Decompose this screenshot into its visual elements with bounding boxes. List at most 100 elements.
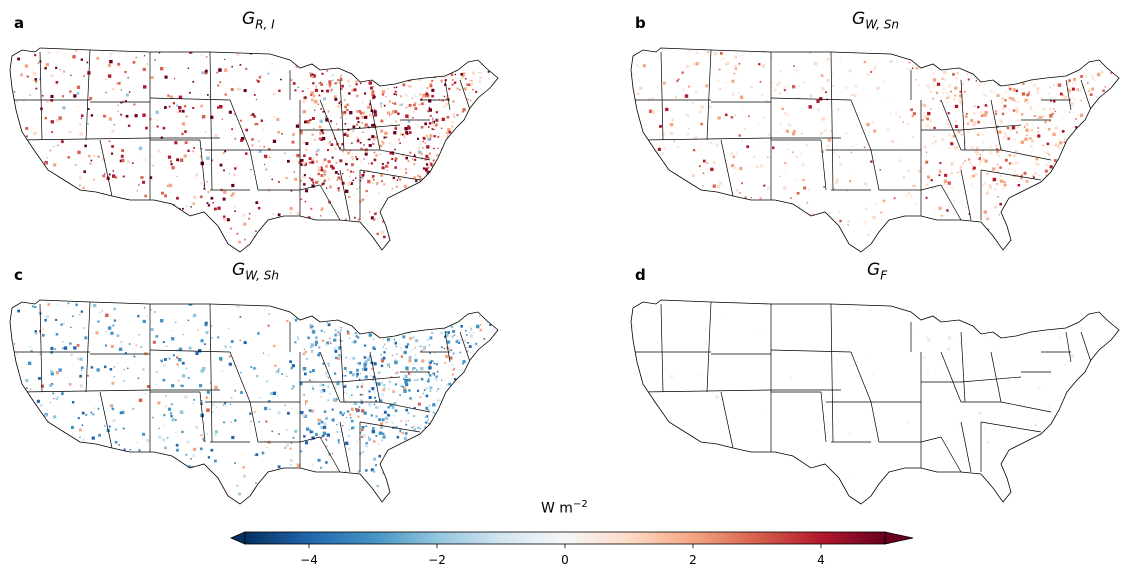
grid-cell <box>399 430 402 433</box>
grid-cell <box>1004 158 1008 162</box>
grid-cell <box>78 190 81 193</box>
grid-cell <box>317 422 321 425</box>
grid-cell <box>239 316 242 318</box>
grid-cell <box>302 100 306 104</box>
grid-cell <box>481 446 483 448</box>
grid-cell <box>947 240 949 242</box>
grid-cell <box>444 225 447 227</box>
grid-cell <box>146 63 148 65</box>
grid-cell <box>399 322 402 325</box>
grid-cell <box>340 63 344 67</box>
grid-cell <box>1034 115 1037 117</box>
grid-cell <box>741 140 743 142</box>
grid-cell <box>270 63 273 65</box>
grid-cell <box>389 331 392 334</box>
grid-cell <box>22 352 24 354</box>
grid-cell <box>250 169 252 171</box>
grid-cell <box>757 123 760 125</box>
grid-cell <box>255 482 257 484</box>
grid-cell <box>968 161 972 165</box>
grid-cell <box>491 414 494 418</box>
grid-cell <box>455 340 458 343</box>
grid-cell <box>693 63 695 65</box>
grid-cell <box>1003 180 1006 183</box>
grid-cell <box>111 381 115 385</box>
grid-cell <box>329 90 332 93</box>
grid-cell <box>427 167 429 169</box>
grid-cell <box>105 313 109 317</box>
grid-cell <box>494 100 497 102</box>
grid-cell <box>1093 117 1097 121</box>
grid-cell <box>835 181 838 184</box>
grid-cell <box>475 90 478 93</box>
grid-cell <box>451 203 454 207</box>
grid-cell <box>700 105 704 109</box>
grid-cell <box>807 188 811 192</box>
grid-cell <box>1089 55 1092 58</box>
grid-cell <box>926 117 929 121</box>
grid-cell <box>477 428 480 431</box>
grid-cell <box>1066 143 1070 147</box>
grid-cell <box>224 150 227 153</box>
grid-cell <box>98 193 101 196</box>
grid-cell <box>960 78 963 81</box>
grid-cell <box>311 385 314 388</box>
grid-cell <box>160 319 164 323</box>
grid-cell <box>494 214 498 219</box>
grid-cell <box>317 180 319 183</box>
grid-cell <box>1014 170 1016 172</box>
grid-cell <box>946 95 951 99</box>
grid-cell <box>123 380 125 382</box>
grid-cell <box>1006 51 1011 55</box>
grid-cell <box>447 63 449 66</box>
grid-cell <box>69 90 72 93</box>
grid-cell <box>385 96 387 98</box>
grid-cell <box>975 80 977 82</box>
grid-cell <box>360 409 365 413</box>
grid-cell <box>386 338 390 342</box>
grid-cell <box>413 415 416 418</box>
grid-cell <box>350 170 352 173</box>
grid-cell <box>110 404 113 408</box>
grid-cell <box>450 73 454 76</box>
grid-cell <box>447 400 450 404</box>
grid-cell <box>331 166 335 170</box>
grid-cell <box>695 62 699 66</box>
grid-cell <box>90 114 94 117</box>
grid-cell <box>362 312 365 315</box>
grid-cell <box>890 60 893 63</box>
grid-cell <box>424 167 428 171</box>
grid-cell <box>473 436 477 439</box>
grid-cell <box>1087 142 1090 145</box>
grid-cell <box>389 366 391 368</box>
grid-cell <box>72 55 76 59</box>
grid-cell <box>1015 161 1019 165</box>
grid-cell <box>217 106 220 109</box>
grid-cell <box>1107 224 1111 228</box>
grid-cell <box>1026 101 1029 104</box>
grid-cell <box>258 149 262 153</box>
grid-cell <box>156 243 158 245</box>
grid-cell <box>930 108 932 110</box>
state-border <box>379 401 431 413</box>
grid-cell <box>320 466 322 469</box>
grid-cell <box>234 389 237 392</box>
grid-cell <box>481 175 484 178</box>
grid-cell <box>46 238 50 241</box>
grid-cell <box>1009 87 1012 91</box>
grid-cell <box>51 499 54 503</box>
grid-cell <box>1047 435 1050 439</box>
grid-cell <box>300 198 303 201</box>
grid-cell <box>459 194 463 198</box>
grid-cell <box>374 212 377 215</box>
grid-cell <box>399 104 401 106</box>
grid-cell <box>311 409 315 413</box>
grid-cell <box>435 378 438 381</box>
grid-cell <box>320 390 324 394</box>
grid-cell <box>344 105 347 109</box>
grid-cell <box>635 125 639 129</box>
grid-cell <box>289 206 293 210</box>
grid-cell <box>848 69 852 73</box>
grid-cell <box>428 196 431 199</box>
grid-cell <box>224 345 227 348</box>
